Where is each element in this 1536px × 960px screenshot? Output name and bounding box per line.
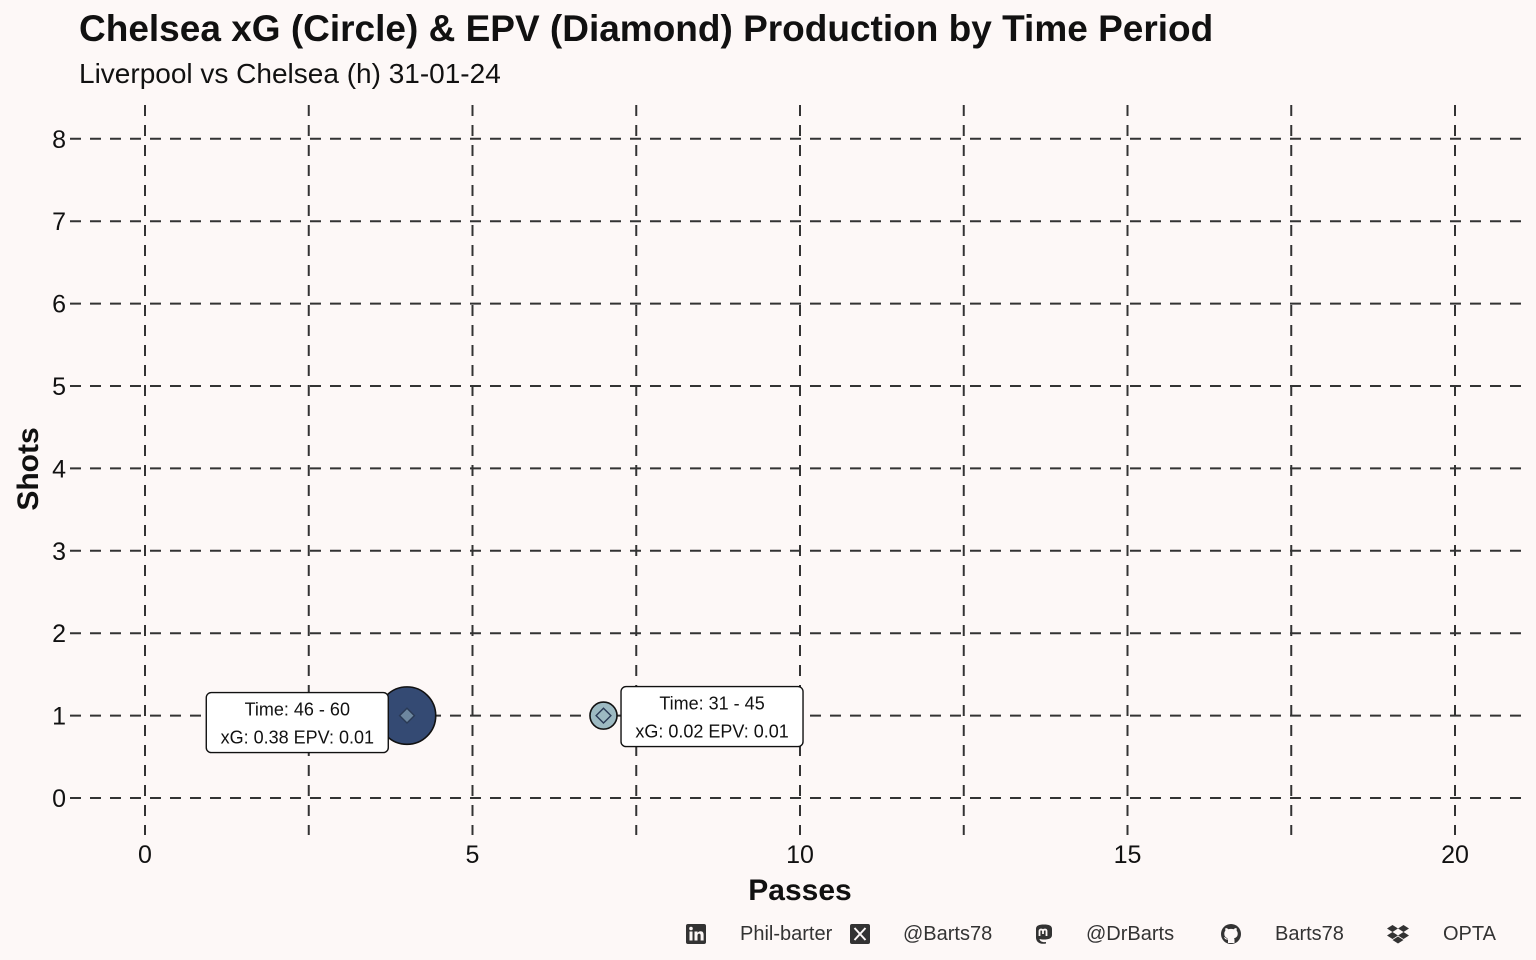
x-tick-label: 10 [786,841,814,869]
y-tick-label: 6 [52,291,66,319]
labels-layer: Time: 46 - 60 xG: 0.38 EPV: 0.01 Time: 31 … [205,685,804,754]
linkedin-label-wrap: Phil-barter [740,918,832,950]
point-label-time: Time: 31 - 45 [659,694,764,714]
y-tick-label: 4 [52,455,66,483]
chart-subtitle: Liverpool vs Chelsea (h) 31-01-24 [79,58,501,89]
point-label-values: xG: 0.38 EPV: 0.01 [221,728,374,748]
grid-layer [70,105,1530,835]
github-icon [1220,923,1242,945]
y-tick-label: 1 [52,703,66,731]
tick-layer: 0 5 10 15 20 0 1 2 3 4 5 6 7 8 [52,126,1469,869]
footer-credits: Phil-barter @Barts78 @DrBarts [0,918,1536,950]
x-twitter-link[interactable] [849,918,871,950]
source-link [1386,918,1410,950]
point-label-box [620,685,804,748]
scatter-chart: 0 5 10 15 20 0 1 2 3 4 5 6 7 8 Time: 46 - 60 xG: 0.38 … [12,105,1530,907]
y-axis-label: Shots [12,427,45,510]
y-tick-label: 0 [52,785,66,813]
x-axis-label: Passes [748,874,851,907]
mastodon-link[interactable] [1033,918,1055,950]
point-label-values: xG: 0.02 EPV: 0.01 [635,722,788,742]
y-tick-label: 7 [52,208,66,236]
linkedin-link[interactable] [685,918,707,950]
x-tick-label: 20 [1441,841,1469,869]
github-link[interactable] [1220,918,1242,950]
x-tick-label: 15 [1114,841,1142,869]
x-tick-label: 0 [138,841,152,869]
dropbox-icon [1386,923,1410,945]
y-tick-label: 2 [52,620,66,648]
mastodon-label: @DrBarts [1086,922,1175,945]
linkedin-label: Phil-barter [740,922,833,945]
epv-diamond [398,707,416,724]
y-tick-label: 5 [52,373,66,401]
x-twitter-icon [849,923,871,945]
x-tick-label: 5 [466,841,480,869]
x-twitter-label: @Barts78 [903,922,993,945]
source-label: OPTA [1443,922,1496,945]
github-label: Barts78 [1275,922,1344,945]
x-label-wrap: @Barts78 [903,918,992,950]
source-label-wrap: OPTA [1443,918,1496,950]
linkedin-icon [685,923,707,945]
y-tick-label: 8 [52,126,66,154]
point-label-time: Time: 46 - 60 [245,700,350,720]
github-label-wrap: Barts78 [1275,918,1344,950]
point-label-box [205,691,389,754]
mastodon-label-wrap: @DrBarts [1086,918,1174,950]
y-tick-label: 3 [52,538,66,566]
mastodon-icon [1033,923,1055,945]
chart-title: Chelsea xG (Circle) & EPV (Diamond) Prod… [79,8,1214,49]
epv-diamond [595,707,612,724]
